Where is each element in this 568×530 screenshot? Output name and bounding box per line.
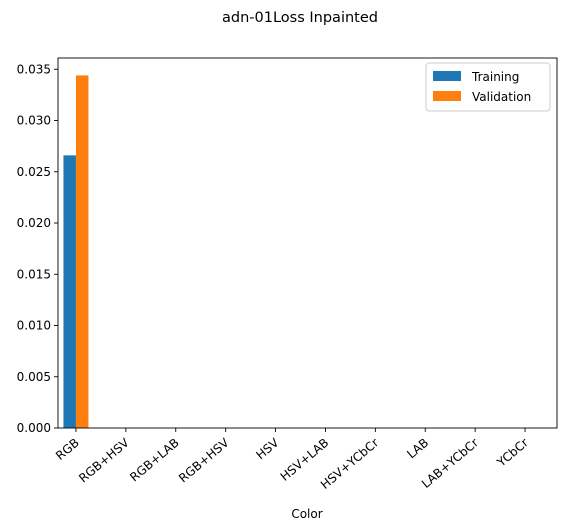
y-tick-label-0: 0.000	[17, 421, 51, 435]
y-tick-label-1: 0.005	[17, 370, 51, 384]
legend-label-validation: Validation	[472, 90, 531, 104]
y-tick-label-7: 0.035	[17, 62, 51, 76]
chart-title: adn-01Loss Inpainted	[222, 10, 378, 26]
bar-training-0	[63, 155, 76, 429]
legend-label-training: Training	[471, 70, 519, 84]
legend-swatch-validation	[433, 91, 461, 101]
x-axis-label: Color	[291, 507, 322, 521]
bar-validation-0	[75, 75, 89, 428]
y-tick-label-4: 0.020	[17, 216, 51, 230]
y-tick-label-2: 0.010	[17, 319, 51, 333]
legend: Training Validation	[425, 62, 551, 112]
plot-frame	[57, 57, 558, 429]
y-tick-label-3: 0.015	[17, 267, 51, 281]
y-tick-label-6: 0.030	[17, 114, 51, 128]
legend-swatch-training	[433, 71, 461, 81]
y-tick-label-5: 0.025	[17, 165, 51, 179]
